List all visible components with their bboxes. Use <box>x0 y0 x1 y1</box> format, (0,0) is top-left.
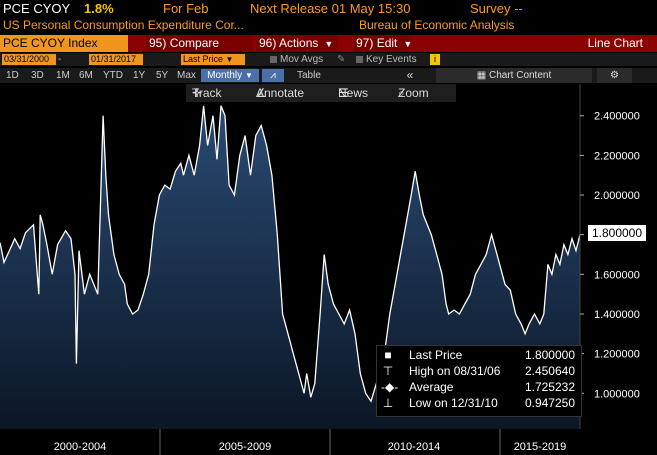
info-icon[interactable]: i <box>430 54 440 65</box>
legend-average: -◆- Average 1.725232 <box>381 380 575 394</box>
low-marker-icon: ⊥ <box>382 396 394 410</box>
current-value-marker: 1.800000 <box>588 225 646 241</box>
chart-toolbar: ✛ Track ∠ Annotate ☰ News ⌕ Zoom <box>186 84 456 102</box>
pencil-icon[interactable]: ✎ <box>337 54 346 65</box>
pencil-icon: ∠ <box>256 86 267 100</box>
field-select[interactable]: Last Price ▼ <box>181 54 245 65</box>
survey: Survey -- <box>470 1 523 16</box>
security-field[interactable]: PCE CYOY Index <box>0 35 128 52</box>
x-tick-label: 2000-2004 <box>54 441 107 453</box>
x-axis: 2000-2004 2005-2009 2010-2014 2015-2019 <box>54 429 567 455</box>
period-max[interactable]: Max <box>177 70 196 81</box>
checkbox-icon <box>270 55 277 63</box>
collapse-button[interactable]: « <box>406 68 414 82</box>
chevron-down-icon: ▼ <box>403 39 413 49</box>
chevron-down-icon: ▼ <box>324 39 334 49</box>
period-1m[interactable]: 1M <box>56 70 70 81</box>
start-date-field[interactable]: 03/31/2000 <box>2 54 56 65</box>
grid-icon: ▦ <box>476 70 489 81</box>
menu-bar: PCE CYOY Index 95) Compare 96) Actions ▼ … <box>0 35 657 52</box>
chevron-down-icon: ▼ <box>244 71 253 80</box>
y-axis: 2.4000002.2000002.0000001.8000001.600000… <box>580 111 640 400</box>
search-icon: ⌕ <box>398 86 405 100</box>
key-events-toggle[interactable]: Key Events <box>356 53 417 66</box>
average-marker-icon: -◆- <box>381 380 399 394</box>
high-marker-icon: ⊤ <box>382 364 394 378</box>
gear-icon[interactable]: ⚙ <box>597 68 632 83</box>
source-name: Bureau of Economic Analysis <box>359 18 515 32</box>
news-icon: ☰ <box>338 86 349 100</box>
mov-avgs-toggle[interactable]: Mov Avgs <box>270 53 323 66</box>
y-tick-label: 1.000000 <box>594 388 640 400</box>
actions-button[interactable]: 96) Actions ▼ <box>256 35 338 52</box>
crosshair-icon: ✛ <box>192 86 203 100</box>
controls-bar: 03/31/2000 - 01/31/2017 Last Price ▼ Mov… <box>0 53 657 66</box>
period-1y[interactable]: 1Y <box>133 70 146 81</box>
end-date-field[interactable]: 01/31/2017 <box>89 54 143 65</box>
chart-legend: ■ Last Price 1.800000 ⊤ High on 08/31/06… <box>376 345 582 417</box>
edit-button[interactable]: 97) Edit ▼ <box>353 35 413 52</box>
y-tick-label: 1.200000 <box>594 349 640 361</box>
current-value: 1.8% <box>84 1 114 16</box>
period-ytd[interactable]: YTD <box>103 70 123 81</box>
y-tick-label: 2.200000 <box>594 150 640 162</box>
period-5y[interactable]: 5Y <box>156 70 169 81</box>
square-icon: ■ <box>384 348 392 362</box>
chevron-down-icon: ▼ <box>225 55 234 64</box>
period-3d[interactable]: 3D <box>31 70 44 81</box>
subheader-bar: US Personal Consumption Expenditure Cor.… <box>0 17 657 34</box>
ticker: PCE CYOY <box>3 1 71 16</box>
line-chart-icon[interactable]: ⩘ <box>262 69 284 82</box>
y-tick-label: 2.400000 <box>594 111 640 123</box>
series-line <box>0 105 581 403</box>
legend-high: ⊤ High on 08/31/06 2.450640 <box>382 364 575 378</box>
chart-type-label: Line Chart <box>587 36 643 50</box>
x-tick-label: 2010-2014 <box>388 441 441 453</box>
legend-last-price: ■ Last Price 1.800000 <box>377 347 581 363</box>
for-period: For Feb <box>163 1 209 16</box>
chart-content-button[interactable]: ▦ Chart Content <box>436 68 592 83</box>
series-name: US Personal Consumption Expenditure Cor.… <box>3 18 244 32</box>
header-bar: PCE CYOY 1.8% For Feb Next Release 01 Ma… <box>0 0 657 17</box>
frequency-select[interactable]: Monthly ▼ <box>201 69 259 82</box>
date-separator: - <box>58 54 62 65</box>
compare-button[interactable]: 95) Compare <box>146 35 253 52</box>
x-tick-label: 2015-2019 <box>514 441 567 453</box>
period-1d[interactable]: 1D <box>6 70 19 81</box>
table-button[interactable]: Table <box>297 70 321 81</box>
x-tick-label: 2005-2009 <box>219 441 272 453</box>
y-tick-label: 2.000000 <box>594 190 640 202</box>
next-release: Next Release 01 May 15:30 <box>250 1 411 16</box>
y-tick-label: 1.600000 <box>594 269 640 281</box>
period-bar: 1D 3D 1M 6M YTD 1Y 5Y Max Monthly ▼ ⩘ Ta… <box>0 68 657 83</box>
checkbox-icon <box>356 55 363 63</box>
legend-low: ⊥ Low on 12/31/10 0.947250 <box>382 396 575 410</box>
y-tick-label: 1.400000 <box>594 309 640 321</box>
period-6m[interactable]: 6M <box>79 70 93 81</box>
